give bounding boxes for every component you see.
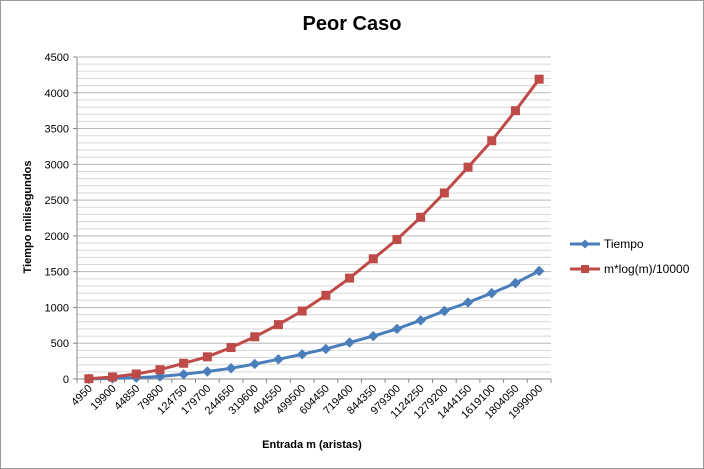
series-line	[88, 269, 540, 381]
data-point	[439, 305, 450, 317]
data-point	[463, 162, 473, 172]
y-tick-label: 3000	[45, 159, 69, 171]
data-point	[344, 337, 355, 348]
x-tick-label: 44850	[112, 383, 142, 413]
y-tick-label: 0	[63, 374, 69, 386]
data-point	[510, 106, 520, 116]
data-point	[226, 343, 236, 353]
data-point	[533, 265, 545, 277]
x-axis-title: Entrada m (aristas)	[262, 439, 362, 451]
y-tick-label: 3500	[45, 124, 69, 136]
data-point	[297, 306, 307, 316]
data-point	[131, 369, 141, 379]
data-point	[296, 349, 308, 360]
data-point	[202, 352, 212, 362]
data-point	[155, 365, 165, 375]
y-tick-label: 4000	[45, 88, 69, 100]
data-point	[179, 358, 189, 368]
legend-label: Tiempo	[604, 237, 644, 251]
data-point	[249, 358, 260, 370]
grid-layer	[77, 56, 551, 380]
data-point	[178, 369, 189, 380]
data-point	[225, 363, 237, 374]
data-point	[320, 343, 332, 355]
data-point	[368, 330, 379, 342]
data-point	[439, 188, 449, 198]
data-point	[368, 254, 378, 264]
data-point	[250, 332, 260, 342]
data-point	[462, 297, 474, 308]
y-tick-label: 4500	[45, 52, 69, 64]
data-point	[486, 287, 497, 299]
chart-title: Peor Caso	[302, 13, 402, 35]
data-point	[415, 315, 426, 326]
data-point	[273, 320, 283, 330]
data-point	[416, 212, 426, 222]
data-point	[345, 273, 355, 283]
y-tick-label: 1000	[45, 302, 69, 314]
data-point	[321, 290, 331, 300]
data-point	[154, 371, 166, 382]
x-tick-label: 19900	[89, 383, 119, 413]
legend: Tiempo m*log(m)/10000	[570, 237, 690, 276]
data-point	[273, 354, 284, 365]
series-layer	[83, 74, 545, 385]
y-tick-label: 1500	[45, 267, 69, 279]
data-point	[510, 277, 521, 289]
data-point	[84, 374, 94, 384]
data-point	[391, 323, 403, 335]
y-axis-title: Tiempo milisegundos	[22, 161, 34, 274]
data-point	[487, 136, 497, 146]
data-point	[392, 234, 402, 244]
data-point	[108, 372, 118, 382]
y-tick-label: 2000	[45, 231, 69, 243]
data-point	[534, 74, 544, 84]
data-point	[202, 366, 213, 377]
y-tick-label: 500	[51, 338, 69, 350]
y-tick-label: 2500	[45, 195, 69, 207]
legend-marker	[580, 239, 590, 249]
legend-marker	[581, 265, 589, 273]
legend-label: m*log(m)/10000	[604, 262, 690, 276]
